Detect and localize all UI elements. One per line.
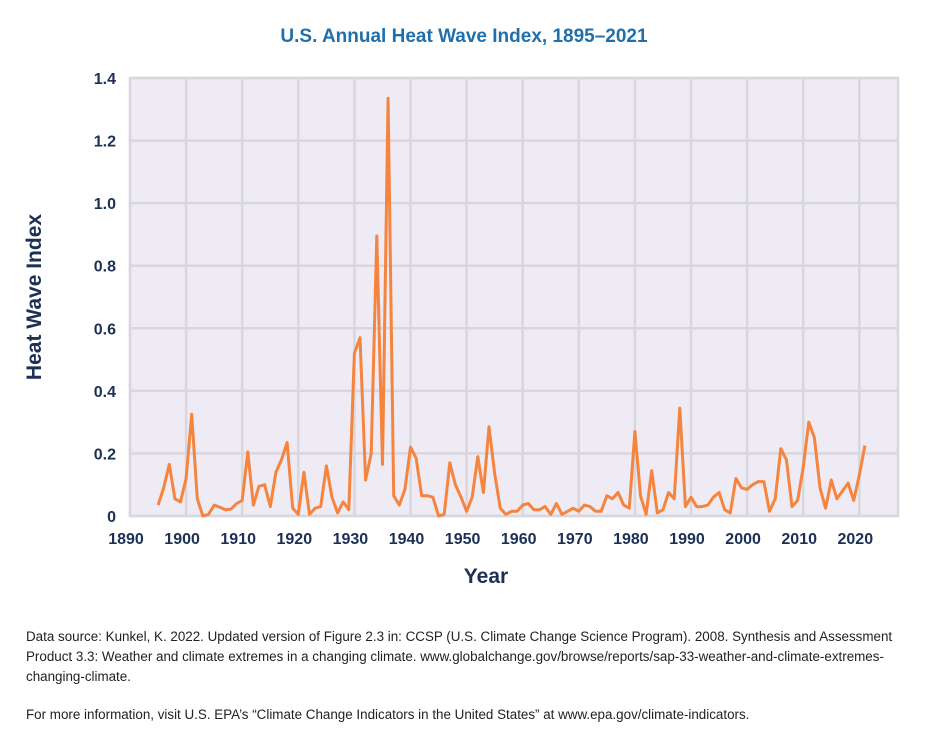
y-tick-label: 0.6	[94, 321, 116, 338]
more-info-note: For more information, visit U.S. EPA’s “…	[26, 707, 750, 722]
y-tick-label: 0	[107, 509, 116, 526]
x-tick-label: 1980	[613, 531, 649, 548]
x-tick-label: 1990	[669, 531, 705, 548]
data-points	[157, 98, 866, 517]
x-tick-label: 1910	[220, 531, 256, 548]
x-tick-label: 1930	[333, 531, 369, 548]
plot-area	[128, 76, 900, 518]
chart-notes: Data source: Kunkel, K. 2022. Updated ve…	[26, 627, 906, 725]
y-axis-label: Heat Wave Index	[23, 214, 46, 380]
x-tick-label: 1960	[501, 531, 537, 548]
x-axis-label: Year	[464, 565, 508, 588]
x-tick-label: 1970	[557, 531, 593, 548]
data-source-note: Data source: Kunkel, K. 2022. Updated ve…	[26, 629, 893, 684]
chart-title: U.S. Annual Heat Wave Index, 1895–2021	[280, 26, 648, 47]
y-tick-label: 1.4	[94, 71, 116, 88]
x-tick-label: 1890	[108, 531, 144, 548]
x-tick-label: 2010	[781, 531, 817, 548]
x-tick-label: 1900	[164, 531, 200, 548]
x-tick-label: 1920	[277, 531, 313, 548]
heat-wave-chart: U.S. Annual Heat Wave Index, 1895–2021 0…	[23, 26, 900, 588]
y-tick-label: 0.4	[94, 384, 116, 401]
y-axis-ticks: 0 0.2 0.4 0.6 0.8 1.0 1.2 1.4	[94, 71, 116, 526]
x-tick-label: 1940	[389, 531, 425, 548]
y-tick-label: 0.2	[94, 446, 116, 463]
y-tick-label: 1.0	[94, 196, 116, 213]
y-tick-label: 1.2	[94, 134, 116, 151]
y-tick-label: 0.8	[94, 259, 116, 276]
x-tick-label: 2020	[838, 531, 874, 548]
x-tick-label: 2000	[725, 531, 761, 548]
gridlines	[128, 76, 898, 518]
x-tick-label: 1950	[445, 531, 481, 548]
x-axis-ticks: 1890 1900 1910 1920 1930 1940 1950 1960 1970 1980…	[108, 531, 873, 548]
